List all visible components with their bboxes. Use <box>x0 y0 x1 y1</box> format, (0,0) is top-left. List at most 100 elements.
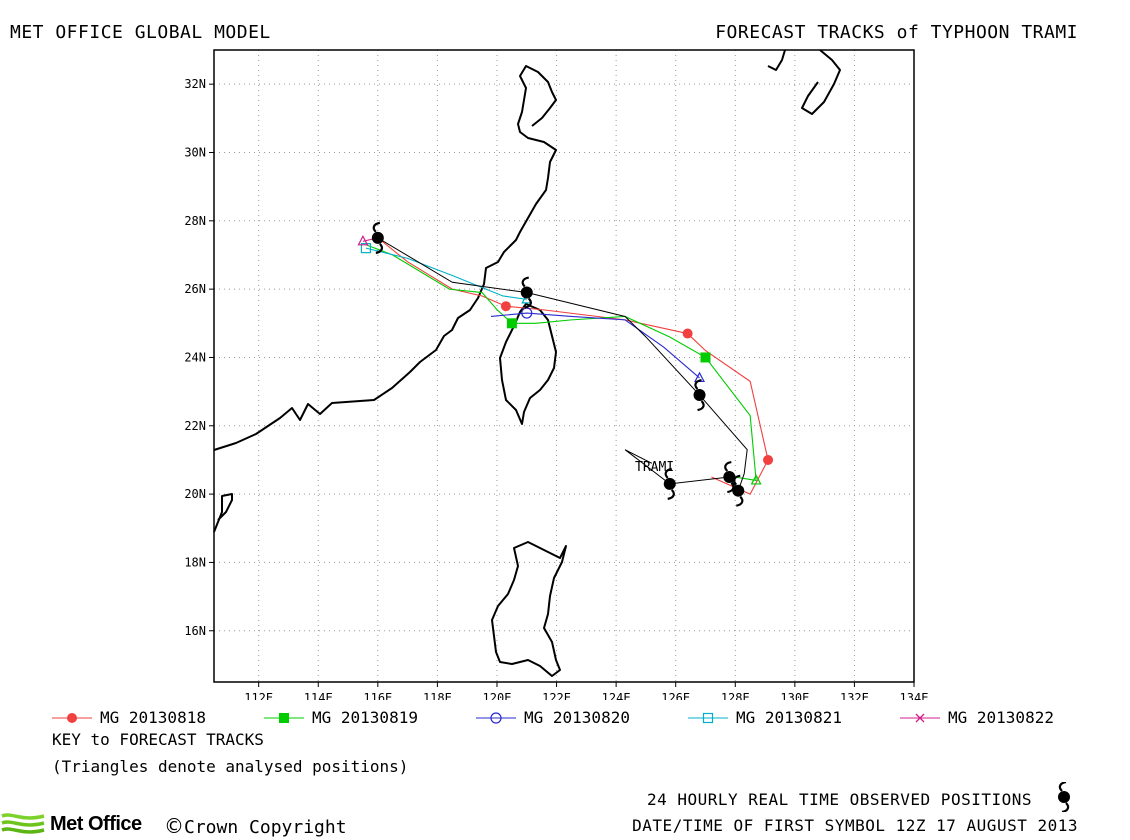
coast-korea <box>767 49 786 71</box>
forecast-track-map: 112E 114E 116E 118E 120E 122E 124E 126E 128E 130E… <box>184 49 928 700</box>
tick-label-lon: 116E <box>363 691 392 700</box>
legend-swatch <box>264 712 304 723</box>
observed-track-line <box>377 237 748 492</box>
typhoon-core <box>723 471 736 484</box>
tick-label-lat: 18N <box>184 555 206 569</box>
legend-label: MG 20130822 <box>948 708 1054 727</box>
met-office-wave-icon <box>1 813 45 834</box>
tick-label-lon: 122E <box>542 691 571 700</box>
legend-swatch <box>52 712 92 723</box>
copyright-symbol: © <box>164 814 184 838</box>
forecast-track-marker <box>763 454 774 465</box>
typhoon-core <box>520 286 533 299</box>
datetime-label: DATE/TIME OF FIRST SYMBOL 12Z 17 AUGUST … <box>632 816 1078 835</box>
typhoon-core <box>693 389 706 402</box>
legend-label: MG 20130818 <box>100 708 206 727</box>
tick-label-lat: 26N <box>184 282 206 296</box>
typhoon-arm <box>524 297 532 309</box>
tick-label-lon: 128E <box>721 691 750 700</box>
observed-typhoon-symbol <box>693 378 706 412</box>
storm-name-label: TRAMI <box>635 460 674 475</box>
observed-typhoon-symbol <box>520 276 533 309</box>
tick-label-lon: 120E <box>483 691 512 700</box>
typhoon-arm <box>724 460 732 472</box>
legend-label: MG 20130819 <box>312 708 418 727</box>
tick-label-lon: 114E <box>304 691 333 700</box>
typhoon-arm <box>372 221 381 233</box>
forecast-track-marker <box>700 352 711 363</box>
legend-swatch <box>900 713 940 722</box>
legend-swatch-marker <box>279 712 289 723</box>
typhoon-arm <box>521 276 530 288</box>
typhoon-core <box>371 231 384 244</box>
coast-japan <box>801 49 841 115</box>
tick-label-lon: 130E <box>780 691 809 700</box>
header-left-title: MET OFFICE GLOBAL MODEL <box>10 22 271 43</box>
tick-label-lat: 16N <box>184 624 206 638</box>
legend-swatch-marker <box>67 712 77 723</box>
legend-item: MG 20130821 <box>688 708 842 727</box>
copyright-text: Crown Copyright <box>184 817 347 838</box>
legend-item: MG 20130820 <box>476 708 630 727</box>
copyright: ©Crown Copyright <box>164 814 347 838</box>
typhoon-arm <box>694 378 702 390</box>
typhoon-arm <box>667 489 675 500</box>
coast-mainland-china <box>213 65 557 451</box>
axis-ticks: 112E 114E 116E 118E 120E 122E 124E 126E 128E 130E… <box>184 77 928 700</box>
coastline <box>213 49 841 677</box>
legend-label: MG 20130820 <box>524 708 630 727</box>
typhoon-core <box>663 477 676 490</box>
forecast-track <box>490 307 706 383</box>
tick-label-lat: 32N <box>184 77 206 91</box>
coast-hainan-edge <box>213 493 233 533</box>
key-title: KEY to FORECAST TRACKS <box>52 730 264 749</box>
tick-label-lat: 24N <box>184 350 206 364</box>
tick-label-lat: 22N <box>184 419 206 433</box>
observed-typhoon-symbol <box>371 221 384 254</box>
coast-taiwan <box>499 303 557 425</box>
analysed-position-triangle <box>750 474 762 485</box>
typhoon-arm <box>375 243 383 254</box>
forecast-track-marker <box>682 328 693 339</box>
legend-swatch-marker <box>915 713 925 722</box>
tick-label-lon: 118E <box>423 691 452 700</box>
analysed-position-triangle <box>357 235 369 246</box>
tick-label-lon: 126E <box>661 691 690 700</box>
forecast-track-marker <box>360 243 372 254</box>
legend-swatch-marker <box>702 712 714 723</box>
legend-swatch <box>476 711 516 724</box>
typhoon-arm <box>697 400 705 412</box>
legend-item: MG 20130818 <box>52 708 206 727</box>
forecast-track-marker <box>500 301 511 312</box>
legend-swatch <box>688 712 728 723</box>
tick-label-lat: 28N <box>184 214 206 228</box>
legend-swatch-marker <box>490 711 502 724</box>
tick-label-lon: 124E <box>602 691 631 700</box>
legend-label: MG 20130821 <box>736 708 842 727</box>
met-office-logo: Met Office <box>0 808 142 840</box>
observed-track <box>371 221 748 507</box>
typhoon-arm <box>664 467 672 479</box>
legend-item: MG 20130819 <box>264 708 418 727</box>
tick-label-lon: 132E <box>840 691 869 700</box>
key-note: (Triangles denote analysed positions) <box>52 757 409 776</box>
typhoon-symbol-icon <box>1058 782 1070 812</box>
coast-luzon <box>491 541 567 677</box>
legend-item: MG 20130822 <box>900 708 1054 727</box>
tick-label-lat: 30N <box>184 145 206 159</box>
forecast-tracks <box>357 235 774 495</box>
typhoon-core <box>732 484 745 497</box>
observed-typhoon-symbol <box>663 467 676 500</box>
tick-label-lon: 112E <box>244 691 273 700</box>
forecast-track-line <box>490 312 700 379</box>
forecast-track-marker <box>506 318 517 329</box>
forecast-track <box>365 244 762 485</box>
map-grid <box>214 50 915 682</box>
typhoon-arm <box>736 495 744 507</box>
tick-label-lat: 20N <box>184 487 206 501</box>
typhoon-arm <box>727 482 735 494</box>
forecast-track-line <box>365 244 757 482</box>
legend: MG 20130818 MG 20130819 MG 20130820 MG 2013… <box>52 708 1122 730</box>
met-office-logo-text: Met Office <box>50 812 142 835</box>
observed-positions-label: 24 HOURLY REAL TIME OBSERVED POSITIONS <box>646 790 1032 809</box>
